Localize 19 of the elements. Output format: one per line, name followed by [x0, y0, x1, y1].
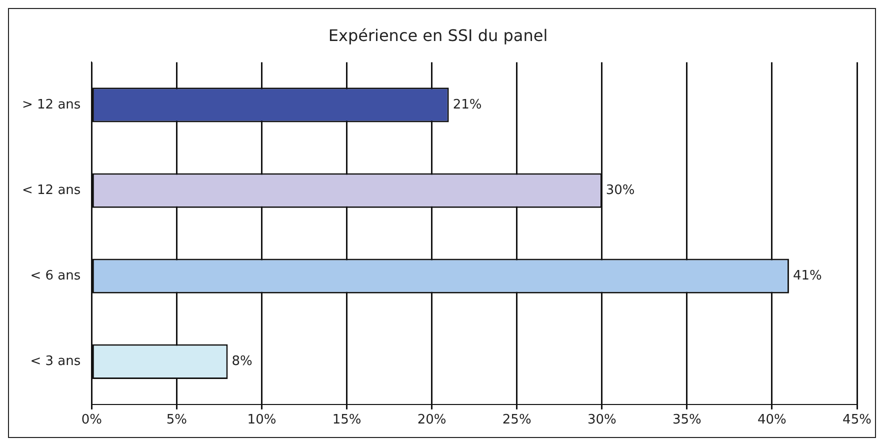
x-tick-label: 15%: [332, 412, 362, 428]
chart-title: Expérience en SSI du panel: [328, 26, 548, 45]
y-tick-label: < 3 ans: [30, 354, 81, 369]
x-tick-label: 10%: [247, 412, 276, 428]
x-tick-label: 35%: [672, 412, 702, 428]
x-tick-label: 20%: [417, 412, 446, 428]
y-tick-label: > 12 ans: [22, 97, 81, 112]
x-tick-label: 25%: [502, 412, 532, 428]
data-label: 30%: [606, 182, 635, 198]
x-tick-label: 40%: [758, 412, 786, 428]
data-label: 21%: [452, 97, 482, 112]
x-tick-label: 30%: [587, 412, 616, 428]
y-tick-label: < 12 ans: [22, 182, 81, 198]
x-tick-label: 0%: [81, 412, 102, 428]
data-label: 41%: [792, 268, 822, 284]
x-tick-label: 5%: [166, 412, 188, 428]
y-tick-label: < 6 ans: [30, 268, 81, 284]
data-label: 8%: [232, 354, 252, 369]
x-tick-label: 45%: [842, 412, 872, 428]
